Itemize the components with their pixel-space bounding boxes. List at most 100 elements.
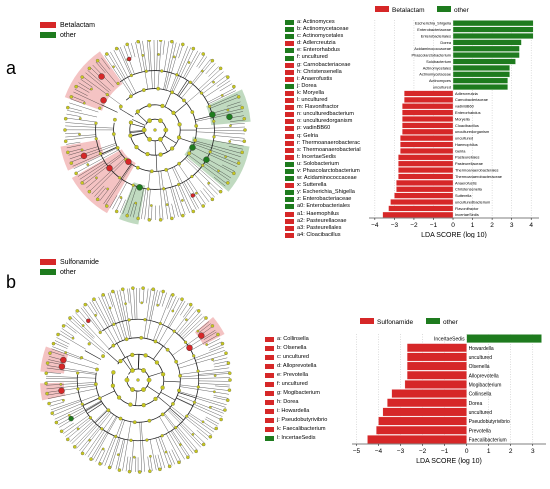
clade-key-item: i: Anaerofustis [285,76,361,83]
tree-branch [94,298,110,327]
tree-branch [230,123,245,125]
lda-bar-label: Gelria [455,148,466,153]
lda-bar-label: Sutterella [455,193,472,198]
tree-branch [166,43,181,91]
tree-branch [178,44,184,59]
tree-node [128,120,134,125]
clade-key-swatch [285,105,294,111]
tree-leaf [214,426,218,431]
tree-node [95,176,98,180]
biomarker-node [198,332,205,339]
tree-leaf [218,189,223,194]
tree-branch [99,189,109,202]
tree-branch [86,303,115,345]
tree-branch [84,350,102,360]
tree-leaf [89,457,93,461]
tree-branch [104,55,132,96]
tree-branch [184,158,221,193]
tree-branch [155,296,177,342]
tree-leaf [114,209,119,214]
clade-key-label: z: Enterobacteriaceae [297,196,352,203]
tree-branch [122,421,132,471]
lda-bar-label: Faecalibacterium [469,437,507,443]
tree-branch [179,424,201,448]
tree-branch [53,342,68,349]
lda-bar-label: Mogibacterium [469,382,502,388]
tree-node [201,420,205,424]
tree-branch [157,40,162,89]
clade-key-b: a: Collinsella b: Olsenella c: uncultured d… [265,335,327,443]
tree-branch [177,346,224,365]
lda-bar-label: Christensenella [455,187,483,192]
lda-bar-label: Moryella [455,116,471,121]
clade-key-item: l: uncultured [285,97,361,104]
lda-bar [452,33,534,39]
clade-key-swatch [265,382,274,387]
tree-node [108,306,112,310]
tree-branch [181,60,213,99]
tree-branch [119,108,134,118]
tree-branch [163,306,194,347]
tree-branch [127,288,130,304]
tree-branch [156,40,158,71]
lda-bar-label: Olsenella [469,364,490,370]
tree-leaf [180,297,184,301]
clade-key-swatch [285,126,294,132]
tree-branch [214,364,229,368]
tree-node [190,174,194,179]
tree-branch [65,122,96,126]
tree-branch [164,41,170,72]
tree-node [185,414,189,418]
tree-leaf [131,286,135,290]
lda-bar [396,179,454,186]
clade-key-item: n: unculturedbacterium [285,111,361,118]
tree-branch [100,146,118,155]
lda-x-axis-title: LDA SCORE (log 10) [421,232,487,238]
biomarker-node [203,156,210,163]
tree-branch [211,104,242,114]
tree-branch [65,322,106,354]
tree-leaf [48,351,52,355]
clade-key-item: y: Escherichia_Shigella [285,189,361,196]
tree-branch [136,288,138,320]
lda-bar-label: Thermoanaerobacteraceae [455,174,502,179]
tree-branch [46,383,96,390]
cladogram-legend-a: Betalactam other [40,20,95,40]
tree-leaf [171,293,175,297]
tree-node [217,169,220,173]
tree-branch [194,140,242,154]
clade-key-item: j: Dorea [285,83,361,90]
clade-key-swatch [285,147,294,153]
tree-node [171,402,175,406]
clade-key-swatch [285,90,294,96]
lda-tick-label: 1 [487,448,491,455]
tree-branch [205,63,216,75]
clade-key-item: h: Christensenella [285,69,361,76]
tree-branch [107,292,114,307]
tree-branch [75,149,119,174]
lda-bar-label: Pseudobutyrivibrio [469,419,510,425]
tree-node [140,301,144,305]
tree-leaf [66,105,70,110]
tree-leaf [219,417,223,422]
clade-key-swatch [285,20,294,26]
tree-branch [157,396,171,408]
tree-node [143,318,147,322]
lda-legend-label: other [454,7,470,14]
tree-branch [153,294,172,341]
tree-leaf [87,66,92,71]
tree-branch [76,411,110,449]
clade-key-swatch [265,436,274,441]
tree-branch [79,162,106,180]
tree-branch [49,356,98,370]
tree-node [211,358,214,362]
tree-leaf [158,218,163,222]
tree-node [195,191,198,195]
tree-branch [192,146,238,168]
tree-node [94,314,97,317]
tree-node [131,183,135,187]
lda-bar [452,26,534,33]
tree-branch [137,188,144,219]
tree-branch [46,372,62,374]
tree-branch [213,395,229,399]
